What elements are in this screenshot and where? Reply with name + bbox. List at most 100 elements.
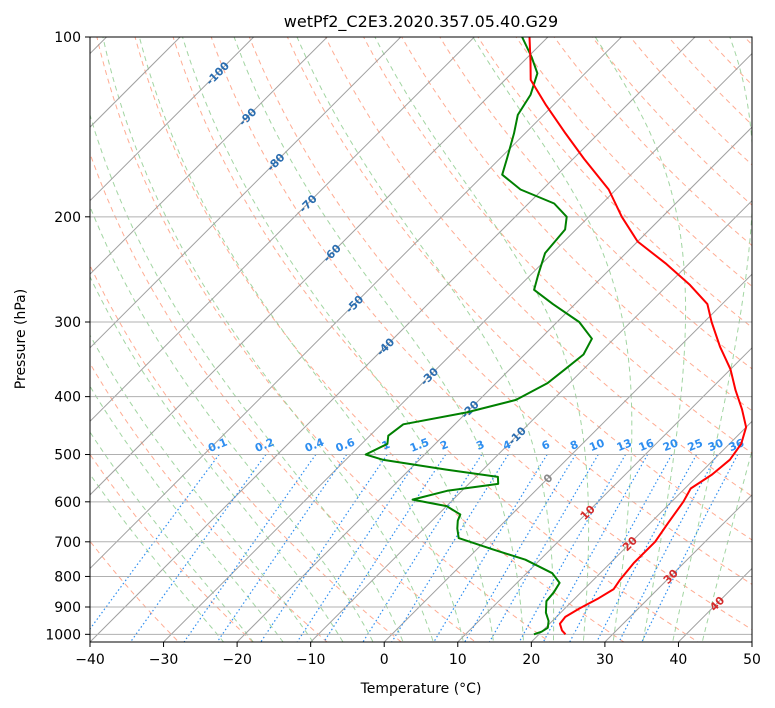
isotherm-label: -40 (374, 335, 397, 358)
y-tick-label: 800 (54, 569, 81, 585)
mixing-ratio-label: 2 (438, 438, 450, 453)
moist-adiabat-line (90, 385, 284, 642)
background-lines (90, 37, 752, 642)
axis-ticks: −40 −30 −20 −10 0 10 20 30 40 50 1000 900 800 700 600 5… (45, 30, 761, 668)
x-tick-label: −30 (149, 652, 179, 668)
isotherm-line (677, 567, 752, 642)
mixing-ratio-line (323, 454, 447, 642)
dry-adiabat-line (90, 264, 403, 642)
mixing-ratio-label: 8 (568, 438, 580, 453)
dry-adiabat-line (134, 37, 625, 642)
profiles (364, 37, 748, 636)
isotherm-line (751, 641, 752, 642)
isotherm-line (604, 494, 752, 642)
isotherm-line (90, 37, 696, 642)
pressure-grid (90, 37, 752, 635)
mixing-ratio-label: 0.1 (206, 436, 229, 455)
mixing-ratio-line (542, 454, 649, 642)
mixing-ratio-line (216, 454, 348, 642)
mixing-ratio-line (569, 454, 673, 642)
y-tick-label: 500 (54, 448, 81, 464)
moist-adiabat-line (472, 37, 633, 642)
temperature-line (528, 37, 748, 635)
isotherm-label: 10 (578, 503, 598, 523)
moist-adiabat-line (594, 37, 687, 642)
dry-adiabat-line (96, 37, 551, 642)
y-tick-label: 600 (54, 495, 81, 511)
isotherm-line (90, 37, 402, 349)
mixing-ratio-line (391, 454, 509, 642)
mixing-ratio-label: 3 (474, 438, 486, 453)
x-tick-label: 10 (449, 652, 467, 668)
y-tick-label: 200 (54, 210, 81, 226)
y-tick-label: 900 (54, 600, 81, 616)
x-tick-label: 0 (380, 652, 389, 668)
isotherm-line (530, 420, 752, 642)
isotherm-line (383, 273, 752, 642)
chart-title: wetPf2_C2E3.2020.357.05.40.G29 (284, 12, 558, 32)
dry-adiabat-line (90, 152, 477, 642)
x-tick-label: 40 (670, 652, 688, 668)
moist-adiabat-line (233, 37, 524, 642)
moist-adiabat-line (138, 37, 464, 642)
isotherm-line (236, 126, 752, 642)
isotherm-line (162, 52, 752, 642)
moist-adiabat-line (90, 334, 314, 642)
moist-adiabat-line (90, 473, 225, 642)
mixing-ratio-line (90, 454, 220, 630)
dry-adiabat-line (553, 37, 752, 247)
isotherm-line (90, 37, 476, 423)
y-tick-label: 100 (54, 30, 81, 46)
moist-adiabat-line (90, 431, 254, 642)
isotherm-line (90, 37, 623, 570)
x-tick-label: −20 (222, 652, 252, 668)
x-axis-label: Temperature (°C) (360, 681, 482, 697)
moist-adiabat-line (90, 205, 374, 642)
moist-adiabat-line (181, 37, 494, 642)
mixing-ratio-line (296, 454, 422, 642)
y-tick-label: 700 (54, 535, 81, 551)
dewpoint-line (364, 37, 593, 636)
isotherm-line (90, 37, 328, 275)
moist-adiabat-line (672, 37, 752, 642)
isotherm-label: -90 (236, 105, 259, 128)
dry-adiabat-line (286, 37, 752, 541)
dry-adiabat-line (210, 37, 752, 631)
dry-adiabat-line (363, 37, 752, 454)
isotherm-line (457, 347, 752, 642)
moist-adiabat-line (374, 37, 590, 642)
plot-frame (89, 36, 753, 643)
mixing-ratio-label: 10 (587, 436, 606, 454)
x-tick-label: 20 (522, 652, 540, 668)
dry-adiabat-line (90, 453, 254, 642)
mixing-ratio-label: 20 (661, 436, 680, 454)
y-tick-label: 300 (54, 315, 81, 331)
mixing-ratio-label: 0.4 (303, 435, 326, 454)
isotherm-line (90, 37, 255, 202)
dry-adiabat-line (401, 37, 752, 412)
mixing-ratio-line (641, 454, 739, 642)
dry-adiabat-line (90, 362, 328, 642)
mixing-ratio-label: 25 (686, 436, 705, 454)
moist-adiabat-line (296, 37, 555, 642)
mixing-ratio-label: 0.2 (253, 436, 276, 455)
isotherm-line (90, 37, 549, 496)
y-tick-label: 1000 (45, 627, 81, 643)
isotherm-line (309, 199, 752, 642)
y-axis-label: Pressure (hPa) (13, 289, 29, 389)
inline-labels: -100-90-80-70-60-50-40-30-20-10010203040… (203, 59, 746, 614)
mixing-ratio-line (183, 454, 317, 642)
mixing-ratio-line (618, 454, 718, 642)
dry-adiabat-line (248, 37, 752, 585)
mixing-ratio-line (362, 454, 483, 642)
isotherm-label: -30 (418, 365, 441, 388)
mixing-ratio-label: 13 (615, 436, 634, 454)
mixing-ratio-line (433, 454, 548, 642)
mixing-ratio-label: 16 (637, 436, 656, 454)
moist-adiabat-line (701, 448, 752, 642)
x-tick-label: 50 (743, 652, 761, 668)
mixing-ratio-label: 6 (540, 438, 552, 453)
mixing-ratio-line (464, 454, 577, 642)
mixing-ratio-line (518, 454, 627, 642)
